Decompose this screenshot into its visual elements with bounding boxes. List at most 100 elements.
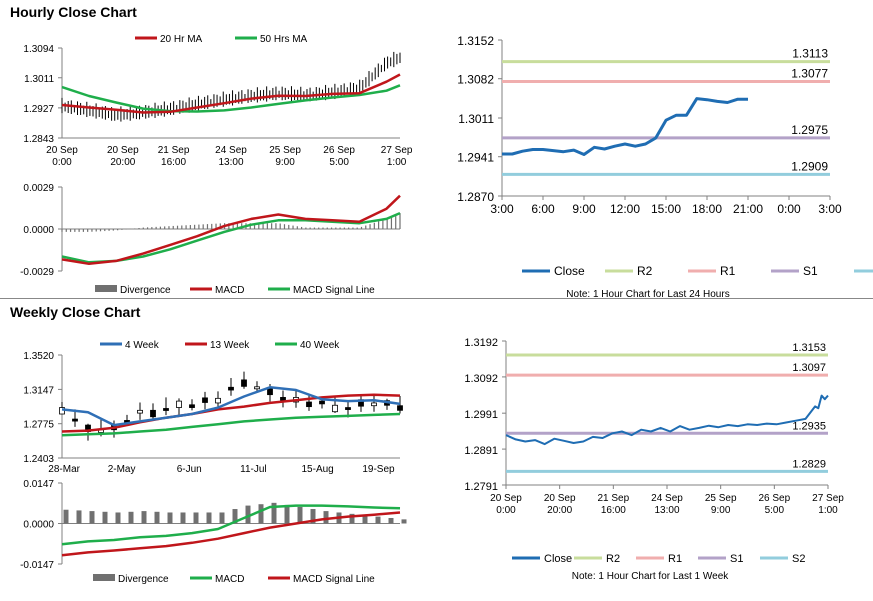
pivot_1w-legend-label-s2: S2 [792, 553, 805, 565]
hourly-price-y-tick-label: 1.3094 [23, 44, 54, 55]
pivot_24h-x-tick-label: 12:00 [610, 202, 640, 216]
weekly-divergence-bar [258, 504, 264, 524]
weekly-candle-body [202, 397, 208, 403]
weekly-candle-body [371, 402, 377, 407]
pivot_24h-x-tick-label: 9:00 [572, 202, 596, 216]
weekly-price-x-tick-label: 2-May [108, 464, 136, 475]
weekly-divergence-bar [63, 509, 69, 524]
pivot_24h-close-line [502, 97, 748, 156]
legend-40-week-label: 40 Week [300, 340, 340, 351]
weekly-candle-body [254, 386, 260, 390]
pivot_1w-y-tick-label: 1.2891 [464, 445, 498, 457]
pivot_24h-x-tick-label: 6:00 [531, 202, 555, 216]
pivot_1w-level-label-s1: 1.2935 [792, 420, 826, 432]
pivot-1w-chart: 1.3192 1.3092 1.2991 1.2891 1.2791 1.3153 1.30… [464, 337, 844, 582]
weekly-candle-body [241, 379, 247, 387]
hourly-macd-y-tick-label: 0.0000 [23, 225, 54, 236]
pivot_24h-level-label-s2: 1.2909 [791, 159, 828, 173]
weekly-candle-body [176, 400, 182, 408]
weekly-divergence-bar [141, 511, 147, 524]
weekly-section-title: Weekly Close Chart [10, 304, 141, 320]
weekly-divergence-bar [154, 511, 160, 524]
legend-weekly-divergence-label: Divergence [118, 574, 169, 585]
pivot_1w-x-tick-label: 0:00 [496, 505, 516, 516]
hourly-price-y-tick-label: 1.2927 [23, 104, 54, 115]
hourly-price-x-tick-label: 26 Sep [323, 145, 355, 156]
weekly-candle-body [137, 409, 143, 414]
weekly-divergence-bar [375, 516, 381, 524]
hourly-price-x-tick-label: 9:00 [275, 157, 295, 168]
pivot_1w-x-tick-label: 20:00 [547, 505, 572, 516]
pivot_24h-level-label-s1: 1.2975 [791, 123, 828, 137]
pivot_1w-legend-label-r1: R1 [668, 553, 682, 565]
weekly-candle-body [345, 407, 351, 410]
weekly-candle-body [189, 404, 195, 408]
weekly-divergence-bar [349, 513, 355, 524]
weekly-price-y-tick-label: 1.3147 [23, 385, 54, 396]
weekly-price-x-tick-label: 11-Jul [240, 464, 267, 475]
pivot_24h-note: Note: 1 Hour Chart for Last 24 Hours [566, 289, 729, 300]
weekly-divergence-bar [128, 511, 134, 524]
pivot_1w-legend-label-r2: R2 [606, 553, 620, 565]
weekly-divergence-bar [388, 517, 394, 524]
weekly-candle-body [72, 418, 78, 422]
weekly-price-y-tick-label: 1.2775 [23, 420, 54, 431]
weekly-macd-y-tick-label: -0.0147 [20, 560, 54, 571]
legend-weekly-macd-signal-label: MACD Signal Line [293, 574, 375, 585]
legend-13-week-label: 13 Week [210, 340, 250, 351]
weekly-divergence-bar [219, 512, 225, 524]
hourly-price-x-tick-label: 25 Sep [269, 145, 301, 156]
weekly-macd-y-tick-label: 0.0147 [23, 479, 54, 490]
pivot_24h-x-tick-label: 3:00 [818, 202, 842, 216]
weekly-divergence-bar [102, 511, 108, 524]
pivot_24h-x-tick-label: 18:00 [692, 202, 722, 216]
pivot_1w-legend-label-close: Close [544, 553, 572, 565]
pivot_24h-y-tick-label: 1.3082 [457, 73, 494, 87]
hourly-price-x-tick-label: 13:00 [218, 157, 243, 168]
pivot_24h-x-tick-label: 21:00 [733, 202, 763, 216]
weekly-candle-body [150, 409, 156, 418]
hourly-price-x-tick-label: 1:00 [387, 157, 407, 168]
hourly-section-title: Hourly Close Chart [10, 4, 137, 20]
pivot_1w-x-tick-label: 26 Sep [758, 493, 790, 504]
weekly-divergence-bar [89, 511, 95, 524]
weekly-candle-body [163, 408, 169, 411]
weekly-macd-chart: 0.0147 0.0000 -0.0147 Divergence MACD MACD Si… [20, 479, 407, 585]
pivot_1w-level-label-r2: 1.3153 [792, 342, 826, 354]
legend-weekly-macd-label: MACD [215, 574, 244, 585]
hourly-macd-y-tick-label: -0.0029 [20, 267, 54, 278]
weekly-price-x-tick-label: 15-Aug [302, 464, 334, 475]
pivot_1w-x-tick-label: 5:00 [765, 505, 785, 516]
hourly-20ma-line [61, 73, 401, 114]
pivot_1w-x-tick-label: 13:00 [654, 505, 679, 516]
weekly-divergence-bar [323, 511, 329, 524]
pivot_1w-y-tick-label: 1.2991 [464, 409, 498, 421]
legend-hourly-macd-signal-label: MACD Signal Line [293, 285, 375, 296]
pivot_1w-x-tick-label: 16:00 [601, 505, 626, 516]
weekly-macd-y-tick-label: 0.0000 [23, 520, 54, 531]
hourly-price-x-tick-label: 16:00 [161, 157, 186, 168]
pivot_1w-y-tick-label: 1.3192 [464, 337, 498, 349]
weekly-candle-body [228, 386, 234, 391]
weekly-divergence-bar [232, 509, 238, 524]
weekly-divergence-bar [180, 512, 186, 524]
weekly-divergence-bar [310, 509, 316, 524]
weekly-divergence-bar [297, 506, 303, 524]
legend-4-week-label: 4 Week [125, 340, 160, 351]
pivot_24h-level-label-r2: 1.3113 [792, 47, 828, 61]
hourly-price-x-tick-label: 20 Sep [107, 145, 139, 156]
pivot_1w-y-tick-label: 1.3092 [464, 373, 498, 385]
weekly-divergence-bar [362, 515, 368, 524]
weekly-macd-line [61, 504, 401, 546]
weekly-candle-body [397, 405, 403, 411]
weekly-price-x-tick-label: 19-Sep [362, 464, 395, 475]
weekly-divergence-bar [206, 512, 212, 524]
weekly-candle-body [215, 397, 221, 404]
weekly-40w-line [61, 412, 401, 437]
legend-hourly-divergence-label: Divergence [120, 285, 171, 296]
weekly-macd-signal-line [61, 511, 401, 557]
pivot_24h-y-tick-label: 1.3152 [457, 34, 494, 48]
hourly-price-x-tick-label: 20:00 [110, 157, 135, 168]
pivot_24h-y-tick-label: 1.3011 [458, 112, 494, 126]
weekly-4w-line [61, 386, 401, 427]
